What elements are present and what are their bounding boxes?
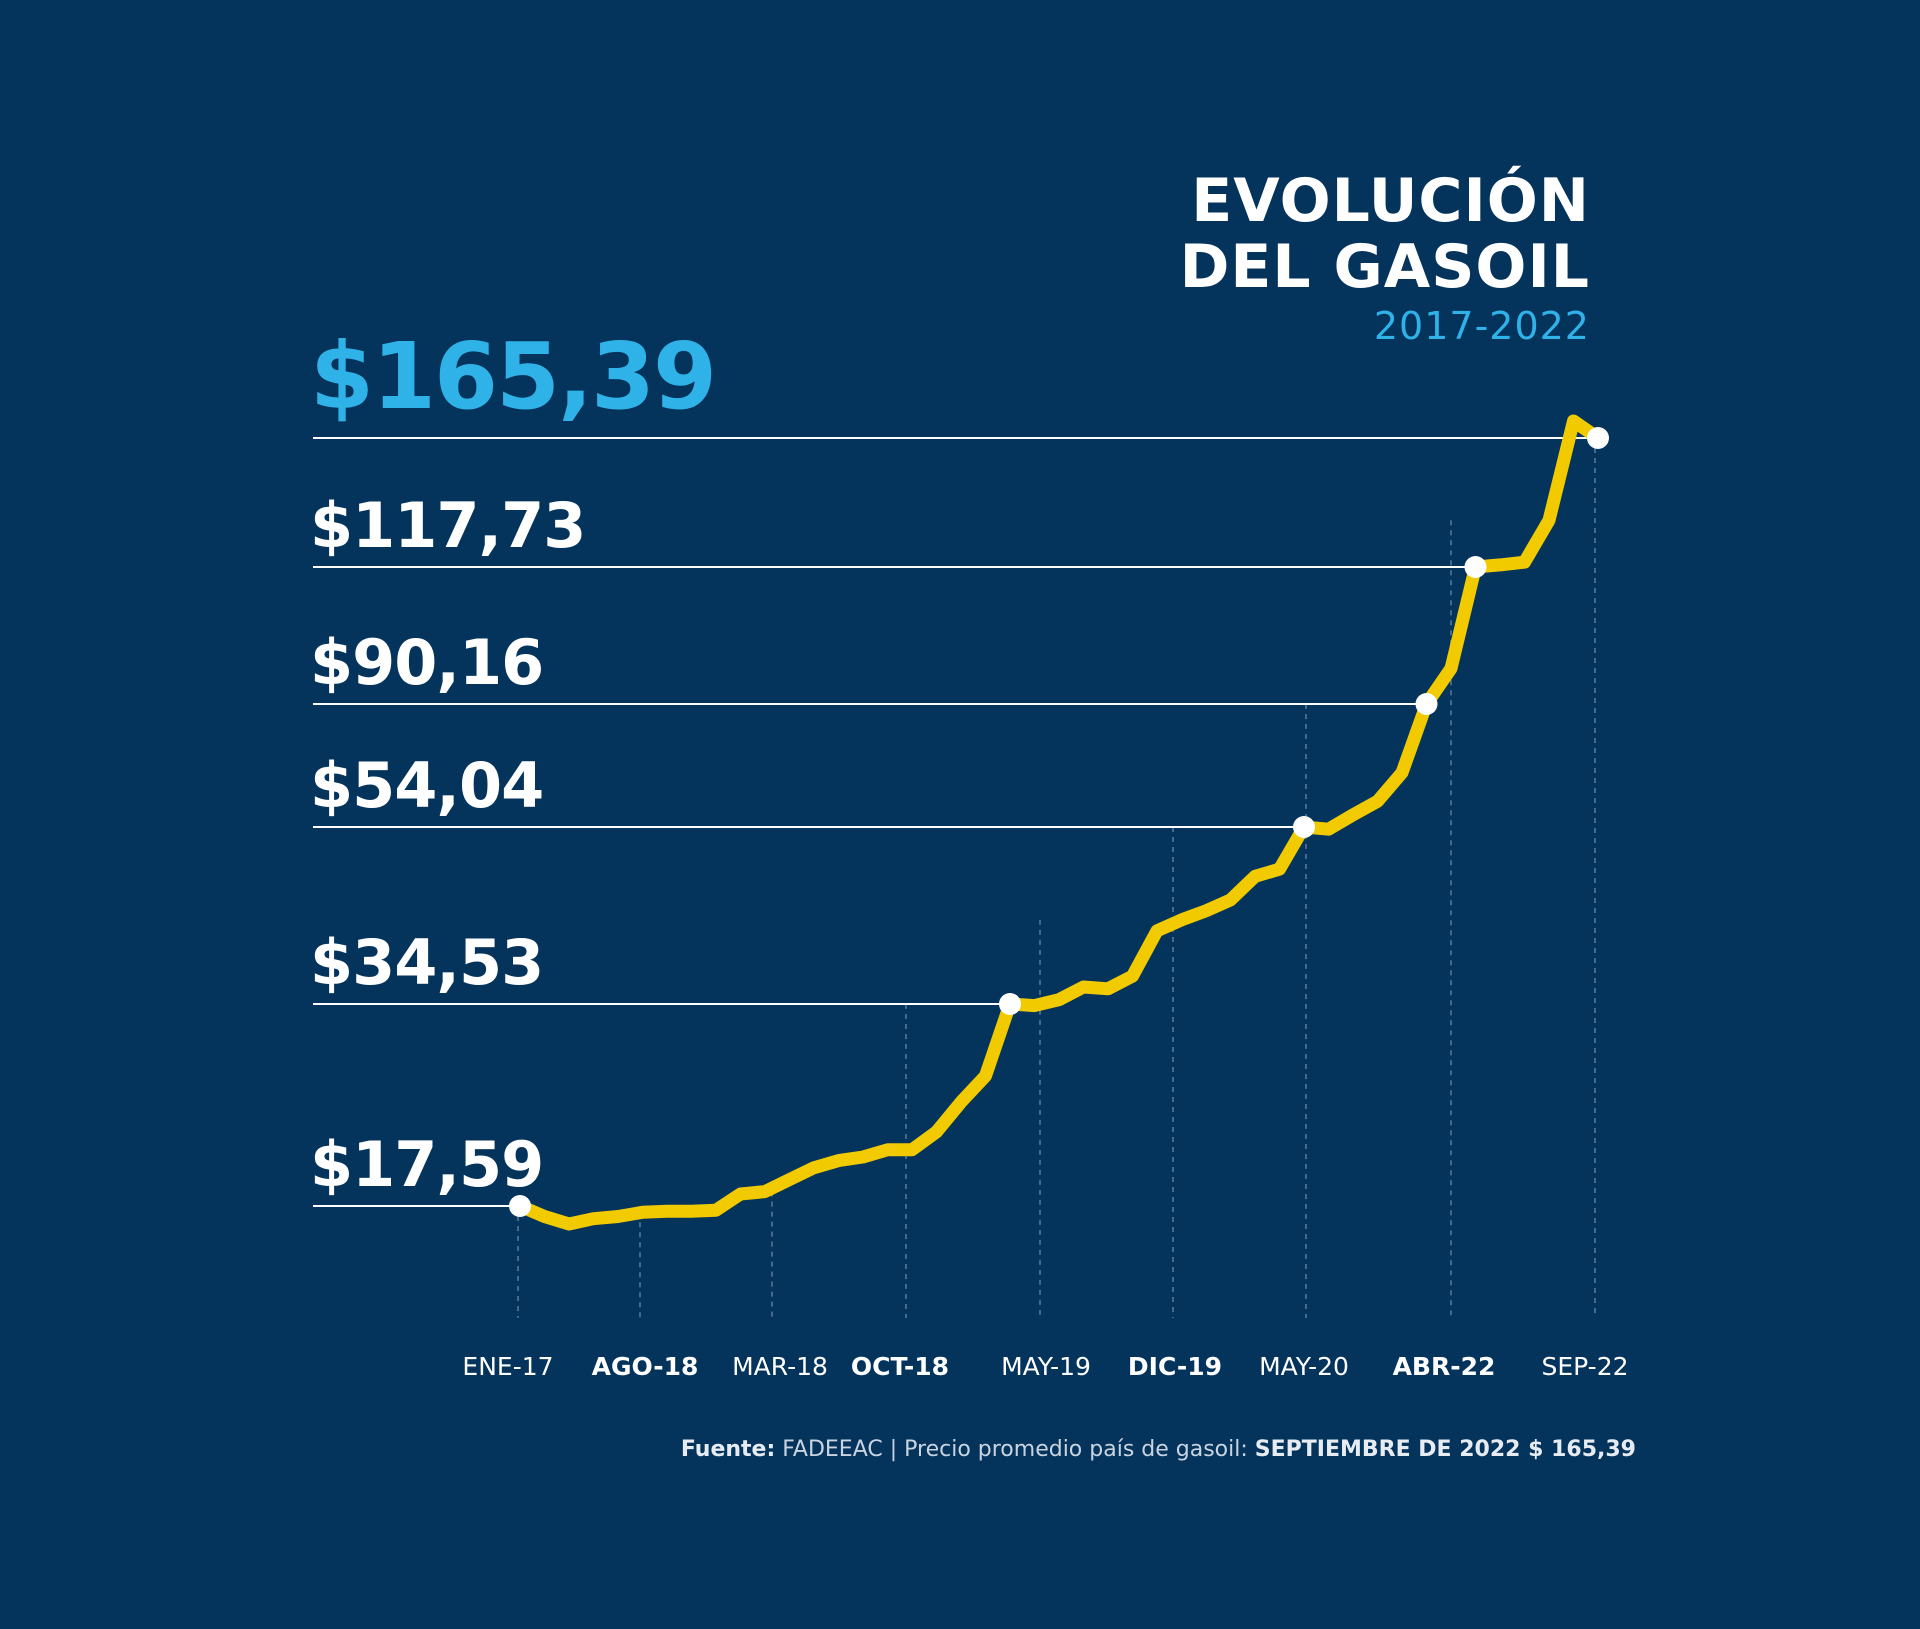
series-marker-dot [1293, 816, 1315, 838]
x-tick-label-ago-18: AGO-18 [592, 1352, 699, 1381]
footer-highlight: SEPTIEMBRE DE 2022 $ 165,39 [1254, 1437, 1636, 1462]
series-line-layer [513, 414, 1605, 1231]
series-marker-dot [1415, 693, 1438, 715]
price-reference-lines [313, 437, 1598, 1207]
x-tick-label-abr-22: ABR-22 [1393, 1352, 1496, 1381]
series-markers [509, 427, 1609, 1217]
price-label: $117,73 [310, 489, 585, 562]
series-line [513, 414, 1605, 1231]
vertical-guides [517, 438, 1596, 1318]
chart-title-line2: DEL GASOIL [1179, 232, 1590, 302]
x-tick-label-ene-17: ENE-17 [462, 1352, 553, 1381]
x-tick-label-dic-19: DIC-19 [1128, 1352, 1222, 1381]
chart-title-block: EVOLUCIÓN DEL GASOIL 2017-2022 [1180, 168, 1590, 352]
chart-subtitle: 2017-2022 [1373, 304, 1590, 348]
source-name: FADEEAC [782, 1437, 883, 1462]
x-tick-label-sep-22: SEP-22 [1541, 1352, 1628, 1381]
price-label: $54,04 [310, 749, 543, 822]
current-price-label: $165,39 [310, 323, 715, 430]
x-tick-label-oct-18: OCT-18 [851, 1352, 949, 1381]
x-tick-label-may-19: MAY-19 [1001, 1352, 1091, 1381]
footer-separator: | [889, 1437, 898, 1462]
x-tick-label-may-20: MAY-20 [1259, 1352, 1349, 1381]
series-marker-dot [999, 993, 1021, 1015]
footer-note: Precio promedio país de gasoil: [904, 1437, 1248, 1462]
price-label: $34,53 [310, 926, 543, 999]
series-marker-dot [509, 1195, 531, 1217]
series-marker-dot [1464, 556, 1487, 578]
price-label: $90,16 [310, 626, 543, 699]
price-labels: $17,59 $34,53 $54,04 $90,16 $117,73 $165,39 [310, 323, 717, 1201]
series-marker-dot [1587, 427, 1609, 449]
x-tick-label-mar-18: MAR-18 [732, 1352, 828, 1381]
price-label: $17,59 [310, 1128, 543, 1201]
source-footer: Fuente: FADEEAC | Precio promedio país d… [681, 1437, 1636, 1462]
x-tick-labels: ENE-17 AGO-18 MAR-18 OCT-18 MAY-19 DIC-19 MAY-… [462, 1352, 1628, 1381]
source-label: Fuente: [680, 1437, 776, 1462]
chart-title-line1: EVOLUCIÓN [1191, 166, 1590, 236]
